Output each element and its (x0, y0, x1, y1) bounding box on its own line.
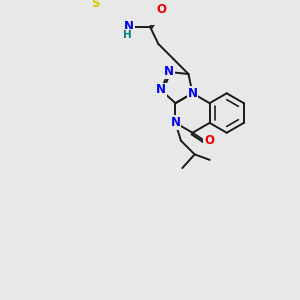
Text: N: N (188, 87, 197, 100)
Text: O: O (204, 134, 214, 148)
Text: N: N (156, 83, 166, 97)
Text: H: H (123, 30, 132, 40)
Text: O: O (157, 3, 167, 16)
Text: N: N (124, 20, 134, 33)
Text: S: S (91, 0, 99, 10)
Text: N: N (164, 65, 174, 78)
Text: N: N (170, 116, 181, 129)
